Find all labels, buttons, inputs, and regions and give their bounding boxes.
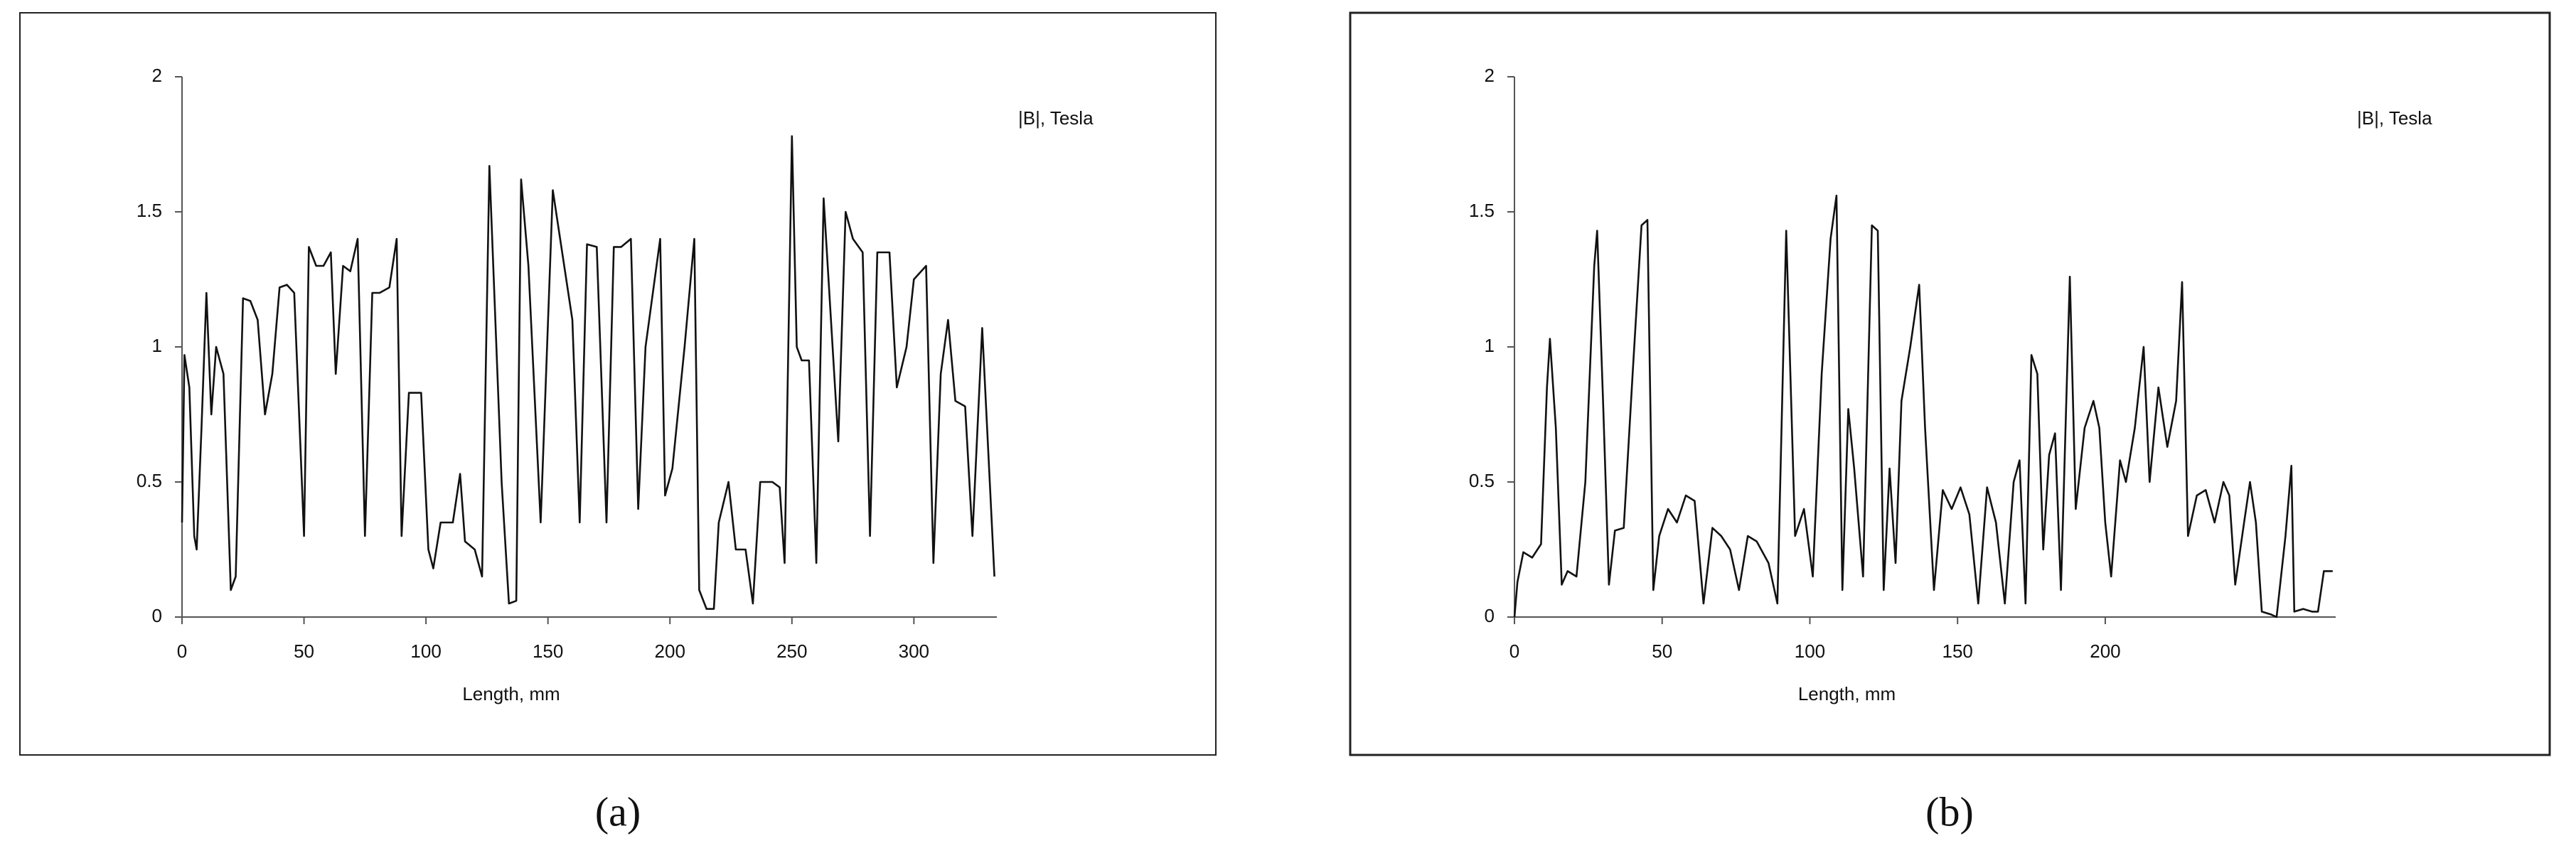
y-tick-label: 0.5 bbox=[1469, 470, 1495, 491]
y-tick-label: 1 bbox=[152, 335, 162, 356]
panel-caption: (b) bbox=[1925, 788, 1974, 835]
y-tick-label: 2 bbox=[152, 65, 162, 86]
y-tick-label: 1 bbox=[1485, 335, 1495, 356]
x-tick-label: 50 bbox=[1652, 640, 1672, 662]
x-axis-label: Length, mm bbox=[1798, 683, 1896, 704]
x-tick-label: 100 bbox=[1795, 640, 1825, 662]
x-tick-label: 100 bbox=[410, 640, 441, 662]
data-line bbox=[181, 135, 995, 610]
y-tick-label: 0 bbox=[1485, 605, 1495, 626]
x-tick-label: 200 bbox=[655, 640, 685, 662]
x-tick-label: 0 bbox=[177, 640, 187, 662]
x-tick-label: 150 bbox=[533, 640, 563, 662]
y-tick-label: 0 bbox=[152, 605, 162, 626]
x-tick-label: 250 bbox=[776, 640, 807, 662]
y-tick-label: 1.5 bbox=[1469, 200, 1495, 221]
x-tick-label: 300 bbox=[899, 640, 929, 662]
panel-frame bbox=[19, 12, 1217, 756]
x-tick-label: 50 bbox=[294, 640, 314, 662]
panel-frame bbox=[1349, 11, 2551, 756]
x-tick-label: 0 bbox=[1509, 640, 1519, 662]
data-line bbox=[1513, 194, 2333, 618]
y-tick-label: 1.5 bbox=[137, 200, 162, 221]
legend-label: |B|, Tesla bbox=[2357, 107, 2432, 129]
panel-caption: (a) bbox=[595, 788, 641, 835]
x-tick-label: 200 bbox=[2090, 640, 2120, 662]
y-tick-label: 0.5 bbox=[137, 470, 162, 491]
x-axis-label: Length, mm bbox=[462, 683, 560, 704]
y-tick-label: 2 bbox=[1485, 65, 1495, 86]
x-tick-label: 150 bbox=[1942, 640, 1973, 662]
legend-label: |B|, Tesla bbox=[1018, 107, 1094, 129]
